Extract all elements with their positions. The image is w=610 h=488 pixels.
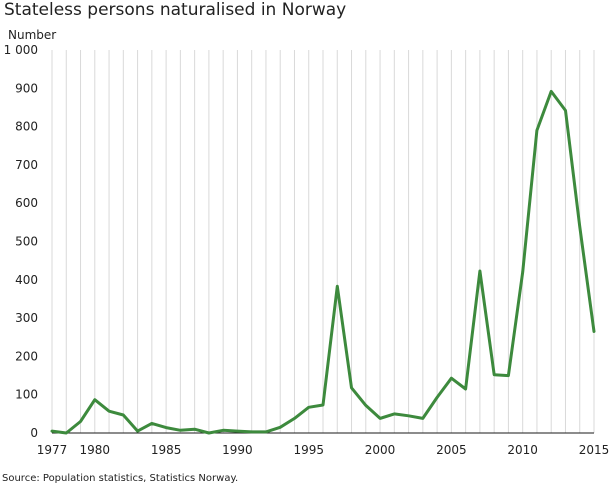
- x-tick-labels: 1977 1980 1985 1990 1995 2000 2005 2010 2015: [37, 443, 610, 457]
- x-tick-label: 1995: [293, 443, 324, 457]
- x-tick-label: 1990: [222, 443, 253, 457]
- x-tick-label: 2000: [365, 443, 396, 457]
- series-line-0: [50, 89, 596, 435]
- y-tick-label: 500: [15, 235, 38, 249]
- y-tick-label: 900: [15, 81, 38, 95]
- y-tick-label: 300: [15, 311, 38, 325]
- y-tick-label: 100: [15, 388, 38, 402]
- y-tick-label: 0: [30, 426, 38, 440]
- y-tick-label: 200: [15, 349, 38, 363]
- x-tick-label: 2015: [579, 443, 610, 457]
- chart-title: Stateless persons naturalised in Norway: [4, 0, 347, 20]
- y-tick-label: 800: [15, 120, 38, 134]
- x-tick-label: 1985: [151, 443, 182, 457]
- y-axis-title: Number: [8, 28, 56, 42]
- grid-lines: [51, 50, 595, 433]
- x-tick-label: 2010: [507, 443, 538, 457]
- y-tick-label: 700: [15, 158, 38, 172]
- x-tick-label: 1977: [37, 443, 68, 457]
- x-tick-label: 1980: [80, 443, 111, 457]
- y-tick-label: 600: [15, 196, 38, 210]
- series-layer: [50, 89, 596, 435]
- y-tick-label: 400: [15, 273, 38, 287]
- y-tick-label: 1 000: [4, 43, 38, 57]
- x-tick-label: 2005: [436, 443, 467, 457]
- chart-source: Source: Population statistics, Statistic…: [2, 473, 239, 484]
- y-tick-labels: 0 100 200 300 400 500 600 700 800 900 1 000: [4, 43, 38, 440]
